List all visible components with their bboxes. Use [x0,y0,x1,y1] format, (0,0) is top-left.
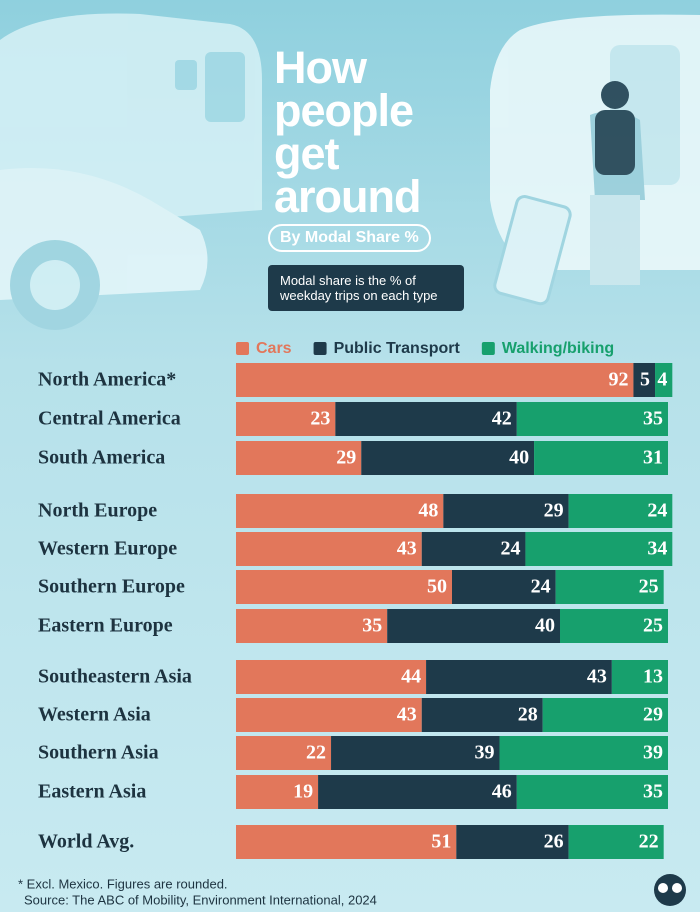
value-label: 43 [397,704,417,726]
bar-segment [633,363,656,397]
bar-segment [387,609,560,643]
value-label: 23 [310,408,330,430]
bar-segment [236,570,452,604]
legend-label: Cars [256,340,292,357]
bar-segment [542,698,668,732]
value-label: 43 [397,538,417,560]
value-label: 19 [293,781,313,803]
category-label: Western Europe [38,538,177,560]
value-label: 4 [657,369,667,391]
category-label: Central America [38,408,181,430]
value-label: 43 [587,666,607,688]
category-label: North Europe [38,500,157,522]
category-label: Southern Asia [38,742,159,764]
bar-segment [236,494,444,528]
legend-label: Public Transport [334,340,461,357]
bar-segment [560,609,668,643]
bar-segment [335,402,517,436]
value-label: 22 [639,831,659,853]
bar-segment [534,441,668,475]
category-label: Southern Europe [38,576,185,598]
category-label: Western Asia [38,704,151,726]
bar-segment [236,609,388,643]
value-label: 25 [639,576,659,598]
value-label: 48 [418,500,438,522]
title: How people get around [274,42,422,222]
bar-segment [611,660,668,694]
category-label: World Avg. [38,831,134,853]
bar-segment [236,402,336,436]
value-label: 25 [643,615,663,637]
value-label: 40 [509,447,529,469]
value-label: 51 [431,831,451,853]
value-label: 29 [336,447,356,469]
bar-segment [236,532,422,566]
legend-swatch [481,342,495,355]
bar-segment [516,402,668,436]
value-label: 13 [643,666,663,688]
value-label: 31 [643,447,663,469]
logo [654,874,686,906]
value-label: 39 [475,742,495,764]
bar-segment [361,441,535,475]
value-label: 35 [643,408,663,430]
bar-segment [236,775,319,809]
bar-segment [525,532,673,566]
footnote: * Excl. Mexico. Figures are rounded. [18,876,228,891]
bar-segment [426,660,612,694]
value-label: 29 [643,704,663,726]
bar-segment [318,775,517,809]
value-label: 5 [640,369,650,391]
illustration [0,13,700,330]
bar-segment [236,660,427,694]
value-label: 24 [500,538,520,560]
value-label: 29 [544,500,564,522]
value-label: 92 [608,369,628,391]
value-label: 46 [492,781,512,803]
value-label: 34 [647,538,667,560]
bar-segment [568,494,673,528]
value-label: 39 [643,742,663,764]
bar-segment [236,825,457,859]
note: Modal share is the % of weekday trips on… [268,265,464,311]
value-label: 26 [544,831,564,853]
legend-swatch [313,342,327,355]
bar-segment [555,570,664,604]
value-label: 24 [531,576,551,598]
bar-segment [236,441,362,475]
bar-segment [236,363,634,397]
value-label: 22 [306,742,326,764]
category-label: Southeastern Asia [38,666,192,688]
subtitle: By Modal Share % [268,224,431,252]
bar-segment [236,698,422,732]
value-label: 24 [647,500,667,522]
source: Source: The ABC of Mobility, Environment… [24,892,377,907]
category-label: Eastern Europe [38,615,173,637]
bar-segment [456,825,569,859]
bar-segment [331,736,500,770]
category-label: Eastern Asia [38,781,146,803]
bar-segment [443,494,569,528]
bar-segment [452,570,556,604]
bar-segment [516,775,668,809]
category-label: South America [38,447,165,469]
bar-segment [421,532,526,566]
bar-segment [421,698,543,732]
category-label: North America* [38,369,176,391]
value-label: 35 [643,781,663,803]
legend-swatch [236,342,249,355]
value-label: 44 [401,666,421,688]
value-label: 42 [492,408,512,430]
legend-label: Walking/biking [502,340,614,357]
bar-segment [236,736,332,770]
bar-segment [568,825,664,859]
value-label: 50 [427,576,447,598]
bar-segment [655,363,673,397]
value-label: 40 [535,615,555,637]
bar-segment [499,736,668,770]
value-label: 28 [518,704,538,726]
value-label: 35 [362,615,382,637]
